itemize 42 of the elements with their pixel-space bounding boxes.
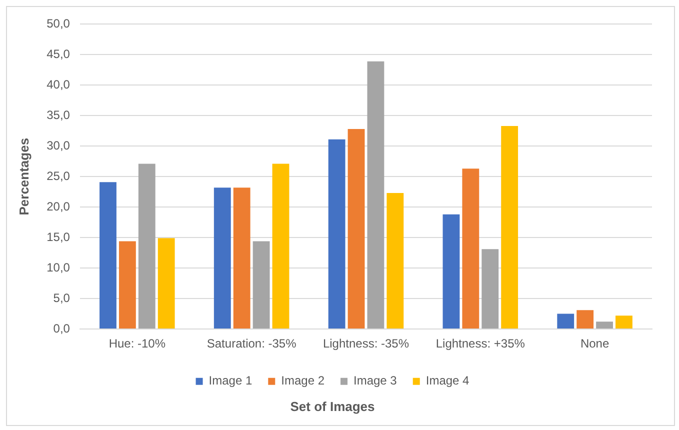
bar [386, 193, 404, 328]
y-tick-label: 35,0 [46, 108, 70, 122]
x-tick-label: Lightness: +35% [436, 336, 526, 351]
bar [252, 241, 270, 328]
bar [272, 164, 290, 328]
y-tick-label: 5,0 [53, 290, 70, 305]
x-tick-label: Lightness: -35% [322, 336, 410, 351]
bar [442, 214, 460, 328]
y-tick-label: 20,0 [46, 199, 70, 214]
y-tick-label: 40,0 [46, 77, 70, 92]
bar [100, 182, 116, 328]
bar [482, 249, 499, 328]
bar [233, 188, 250, 328]
x-axis-title: Set of Images [290, 398, 375, 414]
y-tick-label: 25,0 [46, 168, 70, 183]
bar [118, 241, 136, 328]
bar [367, 61, 384, 328]
bar [596, 322, 613, 328]
legend-label: Image 2 [281, 374, 325, 388]
bar [557, 314, 574, 328]
y-tick-label: 0,0 [53, 321, 70, 336]
legend-label: Image 4 [426, 374, 470, 388]
bar [501, 126, 518, 328]
bar [214, 188, 231, 328]
y-tick-label: 30,0 [46, 138, 70, 152]
y-tick-label: 45,0 [46, 46, 70, 61]
bar [616, 316, 632, 328]
x-tick-label: Saturation: -35% [206, 336, 297, 351]
bar [328, 139, 346, 328]
x-tick-label: None [580, 336, 610, 351]
y-axis-title: Percentages [16, 138, 32, 216]
y-tick-label: 50,0 [46, 16, 70, 31]
legend-label: Image 1 [208, 374, 252, 388]
bar [138, 164, 156, 328]
y-tick-label: 10,0 [46, 260, 70, 274]
bar [576, 310, 594, 328]
legend-label: Image 3 [354, 374, 398, 388]
bar [348, 129, 365, 328]
bar [462, 168, 480, 328]
bar [158, 238, 175, 328]
x-tick-label: Hue: -10% [108, 336, 166, 351]
y-tick-label: 15,0 [46, 230, 70, 244]
